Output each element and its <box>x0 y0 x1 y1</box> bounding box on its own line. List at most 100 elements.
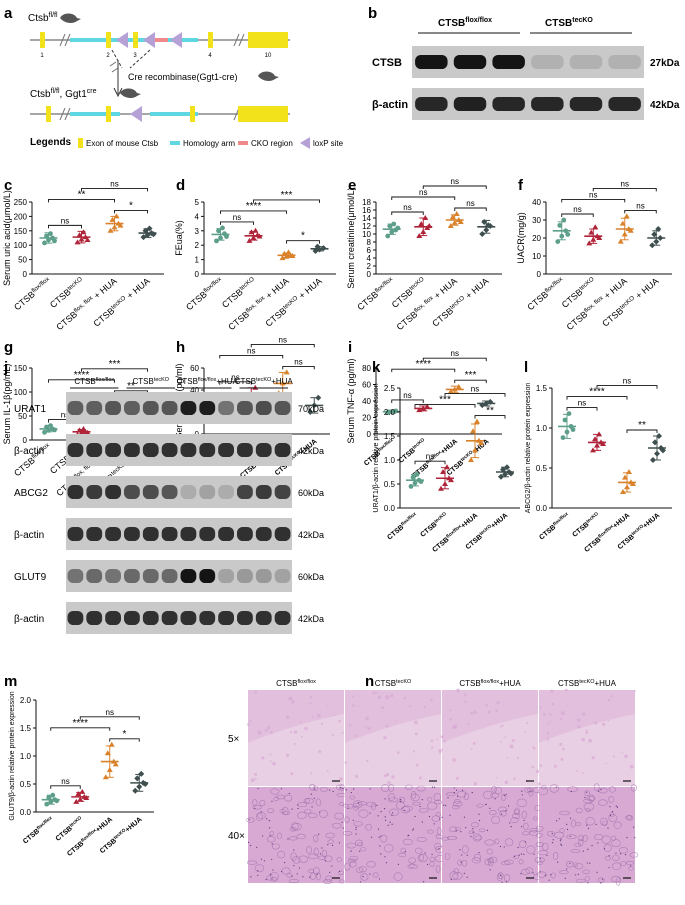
tubule <box>608 796 615 803</box>
y-axis-label: ABCG2/β-actin relative protein expressio… <box>525 383 532 514</box>
panel-j-row-band <box>142 484 159 500</box>
panel-b-row-membrane <box>412 46 644 78</box>
nucleus <box>514 855 516 858</box>
data-point <box>387 223 393 229</box>
cre-text: Cre recombinase(Ggt1-cre) <box>128 72 238 82</box>
y-tick-label: 0.0 <box>20 808 32 817</box>
nucleus <box>400 798 402 801</box>
nucleus <box>453 787 455 789</box>
panel-j-row-band <box>142 526 159 542</box>
tissue-speck <box>601 722 606 726</box>
nucleus <box>400 800 402 802</box>
tissue-speck <box>453 724 458 729</box>
exon-1 <box>46 106 51 122</box>
mouse-icon-cre <box>258 71 279 81</box>
tubule <box>282 811 291 815</box>
x-tick-label: CTSBflox/flox <box>184 276 225 313</box>
significance-label: **** <box>72 718 88 729</box>
significance-bracket <box>422 357 487 362</box>
tissue-speck <box>412 750 415 753</box>
nucleus <box>327 844 329 846</box>
x-tick-label: CTSBflox/flox <box>355 276 396 313</box>
tissue-speck <box>249 719 252 723</box>
tubule <box>266 836 276 843</box>
exon-10 <box>238 106 288 122</box>
tissue-speck <box>526 721 529 725</box>
panel-j-row-band <box>124 484 140 500</box>
tissue-speck <box>264 728 268 732</box>
significance-bracket <box>391 368 456 373</box>
exon-1 <box>40 32 45 48</box>
nucleus <box>478 813 480 815</box>
tissue-speck <box>438 749 442 753</box>
panel-j-row-band <box>67 568 84 584</box>
nucleus <box>380 835 382 837</box>
tubule <box>578 839 584 847</box>
panel-n-col-header: CTSBtecKO <box>375 679 411 688</box>
tissue-speck <box>470 748 473 750</box>
panel-j-row-label: β-actin <box>14 614 44 625</box>
tissue-speck <box>320 722 324 725</box>
data-point <box>596 235 603 240</box>
panel-j-header-sup: tecKO <box>154 377 169 383</box>
y-tick-label: 6 <box>367 246 372 255</box>
nucleus <box>426 863 429 866</box>
significance-bracket <box>219 381 252 385</box>
data-point <box>630 481 636 486</box>
y-tick-label: 3 <box>195 227 200 236</box>
panel-j-row-band <box>124 568 140 584</box>
panel-label-g: g <box>4 339 13 356</box>
data-point <box>623 213 630 219</box>
panel-j-row-band <box>86 484 103 500</box>
y-tick-label: 12 <box>362 222 371 231</box>
tissue-speck <box>559 717 563 721</box>
tubule <box>312 785 319 792</box>
nucleus <box>291 875 293 877</box>
tubule <box>409 862 415 868</box>
data-point <box>448 477 454 483</box>
significance-bracket <box>414 404 476 408</box>
tubule <box>384 844 394 853</box>
nucleus <box>350 850 352 852</box>
tubule <box>452 872 463 880</box>
data-point <box>52 238 57 244</box>
tubule <box>516 798 527 808</box>
significance-label: ns <box>451 177 459 186</box>
panel-j-row-band <box>86 526 103 542</box>
nucleus <box>355 833 357 835</box>
nucleus <box>377 815 379 817</box>
nucleus <box>319 811 321 813</box>
tubule <box>549 784 559 793</box>
tubule <box>342 830 353 836</box>
panel-b-row-band <box>415 96 448 112</box>
tissue-speck <box>605 762 608 765</box>
tissue-speck <box>472 741 476 745</box>
tubule <box>523 822 529 830</box>
cortex-region <box>248 690 344 743</box>
nucleus <box>494 798 496 800</box>
legend-exon: Exon of mouse Ctsb <box>86 139 159 148</box>
data-point <box>46 795 52 800</box>
nucleus <box>518 854 520 856</box>
panel-label-m: m <box>4 673 17 690</box>
nucleus <box>280 788 283 790</box>
nucleus <box>463 872 465 874</box>
nucleus <box>455 789 458 791</box>
tissue-speck <box>414 720 418 725</box>
cut-line <box>129 49 151 69</box>
nucleus <box>355 826 357 828</box>
tubule <box>546 831 556 837</box>
tissue-speck <box>546 731 550 735</box>
nucleus <box>449 814 451 816</box>
tubule <box>578 835 584 842</box>
nucleus <box>499 874 501 877</box>
panel-b-row-band <box>608 54 641 70</box>
histology-image <box>342 784 445 883</box>
y-axis-label: Serum IL-1β(pg/mL) <box>2 364 12 445</box>
cortex-region <box>442 690 538 743</box>
panel-j-row-band <box>105 442 121 458</box>
nucleus <box>632 826 635 828</box>
nucleus <box>298 867 301 869</box>
